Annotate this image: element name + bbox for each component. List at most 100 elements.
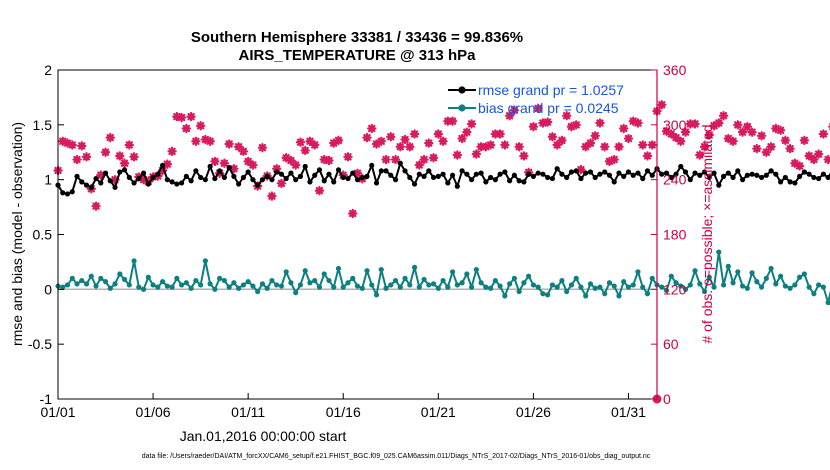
bias-point <box>331 284 337 290</box>
rmse-point <box>659 171 665 177</box>
rmse-point <box>792 180 798 186</box>
rmse-point <box>179 180 185 186</box>
bias-point <box>136 284 142 290</box>
assimilated-point <box>172 111 182 122</box>
bias-point <box>159 279 166 285</box>
rmse-point <box>692 170 698 176</box>
bias-point <box>250 283 256 289</box>
rmse-point <box>697 172 703 178</box>
y2-tick-label: 300 <box>663 117 687 133</box>
rmse-point <box>464 171 470 177</box>
assimilated-point <box>205 136 215 146</box>
assimilated-point <box>775 125 786 136</box>
rmse-point <box>274 169 280 175</box>
assimilated-point <box>733 120 743 130</box>
rmse-point <box>801 169 807 175</box>
assimilated-point <box>728 136 738 146</box>
assimilated-point <box>376 136 386 146</box>
assimilated-point <box>538 118 548 128</box>
rmse-point <box>701 169 708 175</box>
assimilated-point <box>752 143 762 154</box>
bias-point <box>245 279 251 285</box>
assimilated-point <box>471 149 482 159</box>
assimilated-point <box>709 121 719 131</box>
bias-point <box>259 281 266 287</box>
rmse-point <box>411 181 418 187</box>
plot-background <box>58 70 657 399</box>
rmse-point <box>269 177 275 183</box>
assimilated-point <box>229 164 239 174</box>
rmse-point <box>64 191 71 197</box>
rmse-point <box>716 182 722 188</box>
bias-point <box>79 277 85 284</box>
rmse-point <box>255 182 261 188</box>
assimilated-point <box>818 129 829 139</box>
rmse-point <box>578 175 584 182</box>
rmse-point <box>820 171 826 177</box>
rmse-point <box>83 182 90 188</box>
assimilated-point <box>495 129 505 139</box>
bias-point <box>625 284 632 290</box>
rmse-point <box>678 163 684 170</box>
assimilated-point <box>115 151 125 161</box>
assimilated-point <box>790 158 800 168</box>
rmse-point <box>630 172 636 178</box>
bias-point <box>811 291 817 297</box>
bias-point <box>502 293 508 299</box>
assimilated-point <box>628 116 638 126</box>
bias-point <box>478 280 484 286</box>
bias-point <box>564 288 570 295</box>
bias-point <box>716 249 722 255</box>
x-tick-label: 01/01 <box>40 404 75 420</box>
left-y-axis-label: rmse and bias (model - observation) <box>9 122 25 346</box>
rmse-point <box>568 169 575 175</box>
bias-point <box>131 258 137 264</box>
bias-point <box>440 277 446 284</box>
legend-bias-label: bias grand pr = 0.0245 <box>478 100 619 116</box>
assimilated-point <box>557 135 567 146</box>
bias-point <box>521 280 527 286</box>
y-tick-label: 0.5 <box>33 227 53 243</box>
rmse-point <box>545 174 551 181</box>
bias-point <box>93 283 99 289</box>
rmse-point <box>816 175 822 182</box>
rmse-point <box>126 174 132 181</box>
bias-point <box>754 279 760 285</box>
rmse-point <box>293 177 299 183</box>
bias-point <box>635 269 641 275</box>
rmse-point <box>288 170 294 176</box>
bias-point <box>568 282 575 288</box>
bias-point <box>445 284 451 290</box>
bias-point <box>820 284 826 290</box>
assimilated-point <box>233 142 244 152</box>
rmse-point <box>454 183 460 189</box>
assimilated-point <box>243 156 253 167</box>
rmse-point <box>240 174 246 181</box>
rmse-point <box>202 177 208 183</box>
assimilated-point <box>680 127 691 137</box>
assimilated-point <box>519 151 529 161</box>
rmse-point <box>773 171 779 177</box>
assimilated-point <box>695 150 705 160</box>
assimilated-point <box>238 146 249 157</box>
rmse-point <box>649 172 655 178</box>
bias-point <box>179 282 185 288</box>
bias-point <box>226 284 232 290</box>
rmse-point <box>326 171 332 177</box>
bias-point <box>64 282 71 288</box>
bias-point <box>640 284 646 290</box>
rmse-point <box>88 184 94 190</box>
rmse-point <box>445 180 451 186</box>
bias-point <box>121 276 128 283</box>
rmse-point <box>682 169 689 175</box>
rmse-point <box>540 171 546 177</box>
rmse-point <box>739 177 746 183</box>
bias-point <box>193 277 199 284</box>
rmse-point <box>174 181 180 187</box>
rmse-point <box>112 184 118 190</box>
assimilated-point <box>138 174 149 185</box>
bias-point <box>583 293 589 299</box>
y-tick-label: 1 <box>44 172 52 188</box>
chart-title: Southern Hemisphere 33381 / 33436 = 99.8… <box>191 29 523 46</box>
bias-series <box>55 249 830 306</box>
